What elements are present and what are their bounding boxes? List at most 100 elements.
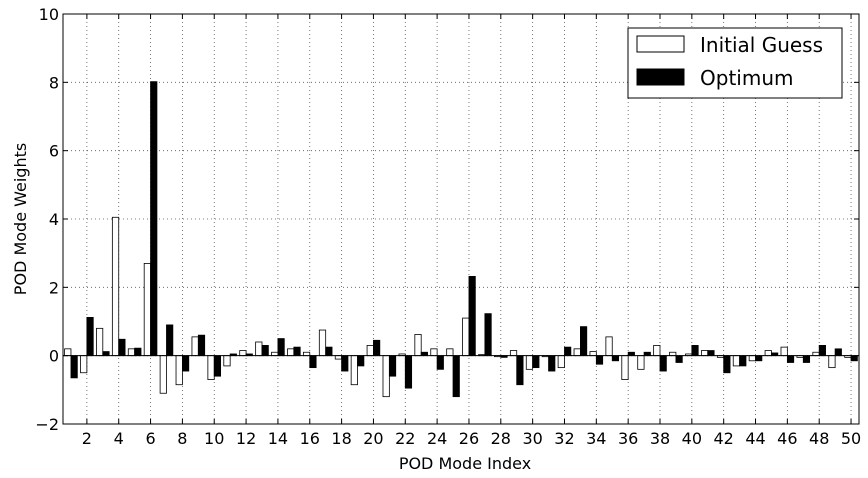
bar-initial-guess bbox=[64, 348, 72, 357]
bar-optimum bbox=[818, 345, 826, 357]
bar-optimum bbox=[675, 355, 683, 363]
bar-optimum bbox=[707, 350, 715, 357]
bar-initial-guess bbox=[382, 355, 390, 398]
x-tick-label: 6 bbox=[145, 429, 155, 448]
bar-initial-guess bbox=[96, 327, 104, 357]
bar-initial-guess bbox=[334, 355, 342, 360]
x-tick-label: 46 bbox=[777, 429, 797, 448]
bar-optimum bbox=[213, 355, 222, 377]
x-tick-label: 8 bbox=[177, 429, 187, 448]
bar-initial-guess bbox=[366, 345, 374, 357]
legend-label-optimum: Optimum bbox=[700, 66, 793, 90]
y-tick-label: 6 bbox=[49, 142, 59, 161]
bar-initial-guess bbox=[414, 334, 422, 357]
bar-optimum bbox=[150, 81, 158, 357]
bar-optimum bbox=[548, 355, 556, 372]
bar-initial-guess bbox=[223, 355, 231, 367]
legend-swatch-initial-guess bbox=[636, 35, 685, 53]
bar-optimum bbox=[850, 355, 858, 362]
bar-initial-guess bbox=[589, 351, 597, 357]
y-tick-label: 8 bbox=[49, 73, 59, 92]
bar-initial-guess bbox=[812, 351, 820, 357]
bar-optimum bbox=[516, 355, 524, 386]
bar-initial-guess bbox=[255, 341, 263, 357]
bar-optimum bbox=[134, 347, 142, 357]
bar-optimum bbox=[181, 355, 190, 372]
x-tick-label: 14 bbox=[268, 429, 288, 448]
bar-optimum bbox=[802, 355, 811, 363]
bar-initial-guess bbox=[175, 355, 183, 386]
x-tick-label: 16 bbox=[300, 429, 320, 448]
bar-initial-guess bbox=[207, 355, 215, 380]
bar-optimum bbox=[357, 355, 365, 367]
bar-optimum bbox=[118, 338, 126, 357]
y-tick-labels: −2 0 2 4 6 8 10 bbox=[35, 5, 59, 434]
bar-optimum bbox=[468, 275, 476, 357]
bar-initial-guess bbox=[700, 350, 709, 357]
y-tick-label: 4 bbox=[49, 210, 59, 229]
bar-optimum bbox=[102, 351, 110, 357]
legend-label-initial-guess: Initial Guess bbox=[700, 33, 823, 57]
y-tick-label: 2 bbox=[49, 278, 59, 297]
bar-optimum bbox=[643, 351, 651, 357]
x-tick-label: 48 bbox=[809, 429, 829, 448]
bar-initial-guess bbox=[430, 348, 438, 357]
x-tick-label: 20 bbox=[363, 429, 383, 448]
y-axis-label: POD Mode Weights bbox=[11, 143, 30, 295]
legend: Initial Guess Optimum bbox=[627, 27, 843, 99]
bar-initial-guess bbox=[111, 216, 120, 357]
bar-optimum bbox=[309, 355, 317, 369]
bar-initial-guess bbox=[159, 355, 167, 394]
x-tick-label: 28 bbox=[491, 429, 511, 448]
x-tick-label: 10 bbox=[204, 429, 224, 448]
x-tick-label: 26 bbox=[459, 429, 479, 448]
x-tick-label: 24 bbox=[427, 429, 447, 448]
x-tick-labels: 2 4 6 8 10 12 14 16 18 20 22 24 26 28 30 32 34 36 38 40 42 44… bbox=[82, 429, 861, 448]
bar-optimum bbox=[197, 334, 206, 357]
x-tick-label: 42 bbox=[714, 429, 734, 448]
bar-optimum bbox=[611, 355, 620, 362]
bar-initial-guess bbox=[287, 348, 295, 357]
y-tick-label: −2 bbox=[35, 415, 59, 434]
bar-initial-guess bbox=[318, 329, 327, 357]
bar-initial-guess bbox=[350, 355, 358, 386]
bar-optimum bbox=[452, 355, 460, 398]
bar-optimum bbox=[755, 355, 763, 362]
bar-optimum bbox=[341, 355, 349, 372]
x-tick-label: 50 bbox=[841, 429, 861, 448]
bar-initial-guess bbox=[509, 350, 518, 357]
x-tick-label: 22 bbox=[395, 429, 415, 448]
bar-initial-guess bbox=[605, 336, 613, 357]
bars bbox=[64, 81, 858, 398]
bar-initial-guess bbox=[653, 345, 661, 357]
x-tick-label: 4 bbox=[114, 429, 124, 448]
bar-optimum bbox=[436, 355, 444, 370]
y-tick-label: 0 bbox=[49, 347, 59, 366]
bar-optimum bbox=[627, 351, 635, 357]
bar-initial-guess bbox=[573, 348, 581, 357]
x-tick-label: 12 bbox=[236, 429, 256, 448]
axis-ticks bbox=[63, 13, 859, 425]
bar-initial-guess bbox=[557, 355, 565, 369]
bar-optimum bbox=[834, 348, 842, 357]
bar-optimum bbox=[595, 355, 604, 365]
bar-initial-guess bbox=[191, 336, 199, 357]
x-tick-label: 40 bbox=[682, 429, 702, 448]
bar-initial-guess bbox=[748, 355, 756, 362]
bar-optimum bbox=[564, 346, 572, 357]
bar-optimum bbox=[373, 339, 381, 357]
bar-optimum bbox=[277, 338, 285, 357]
bar-optimum bbox=[86, 316, 94, 357]
bar-optimum bbox=[261, 345, 269, 357]
bar-optimum bbox=[532, 355, 540, 369]
bar-optimum bbox=[388, 355, 397, 377]
x-axis-label: POD Mode Index bbox=[399, 454, 531, 473]
bar-optimum bbox=[325, 346, 333, 357]
bar-initial-guess bbox=[271, 351, 279, 357]
bar-optimum bbox=[166, 324, 174, 357]
bar-optimum bbox=[786, 355, 795, 363]
x-tick-label: 34 bbox=[586, 429, 606, 448]
bar-optimum bbox=[691, 345, 699, 357]
bar-optimum bbox=[293, 346, 301, 357]
